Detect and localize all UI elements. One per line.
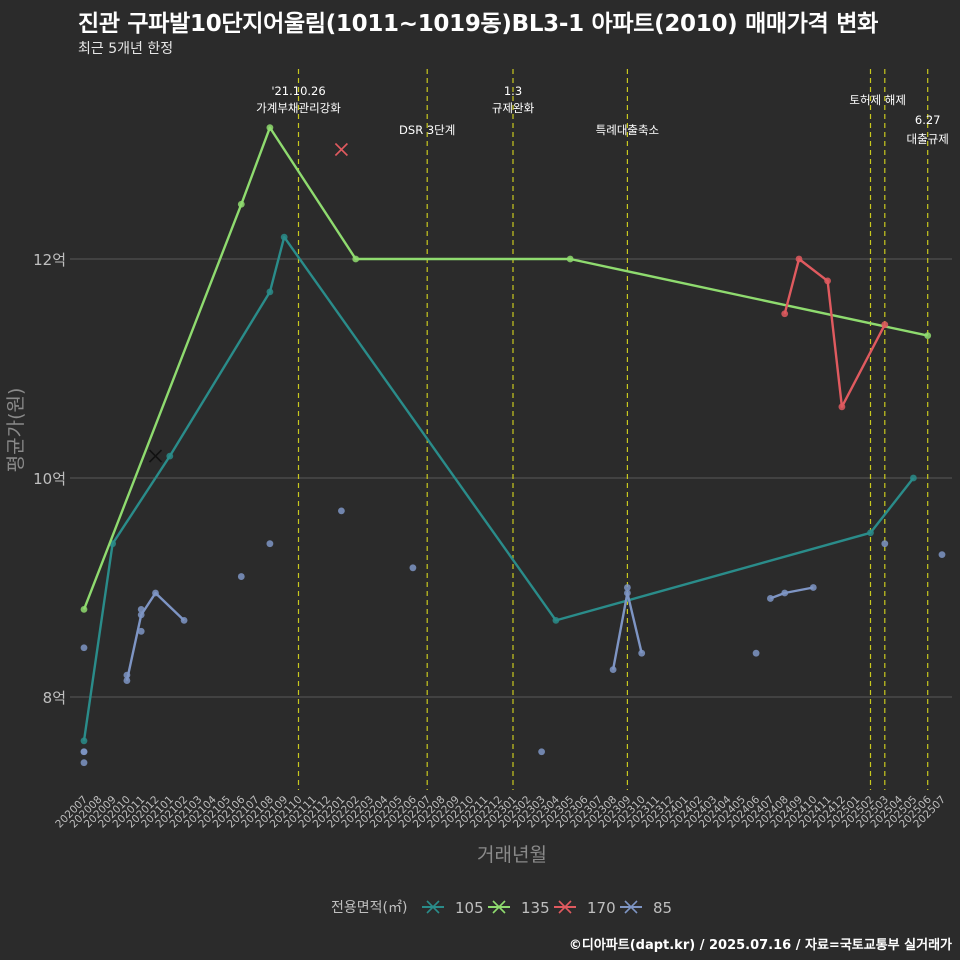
legend: 전용면적(㎡) 105 135 170 85: [331, 899, 672, 917]
data-point: [237, 573, 245, 580]
series-line-135: [82, 126, 928, 610]
data-point: [924, 332, 932, 340]
x-axis-title: 거래년월: [477, 844, 547, 866]
data-point: [938, 551, 946, 559]
data-point: [752, 649, 760, 657]
data-point: [409, 564, 417, 572]
chart-title: 진관 구파발10단지어울림(1011~1019동)BL3-1 아파트(2010)…: [78, 11, 878, 37]
policy-annotation: 가계부채관리강화: [256, 101, 341, 115]
data-point: [538, 748, 545, 756]
series: [80, 124, 946, 767]
data-point: [338, 507, 345, 515]
legend-swatch-cross: [558, 900, 572, 914]
legend-swatch-cross: [624, 900, 638, 914]
policy-annotation: 대출규제: [907, 132, 949, 146]
policy-annotation: 1.3: [504, 84, 522, 98]
axes: 8억10억12억20200720200820200920201020201120…: [5, 251, 948, 866]
legend-label-170: 170: [587, 899, 616, 917]
series-135: [80, 124, 932, 613]
legend-swatch-cross: [426, 900, 440, 914]
data-point: [80, 748, 88, 756]
policy-annotation: 규제완화: [492, 101, 535, 115]
series-line-85: [769, 586, 814, 600]
legend-label-135: 135: [521, 899, 550, 917]
series-line-105: [82, 235, 915, 741]
y-tick-label: 12억: [33, 251, 66, 269]
series-line-85: [125, 591, 185, 681]
gridlines: [70, 258, 952, 698]
data-point: [80, 644, 88, 652]
data-point: [266, 540, 274, 548]
policy-annotation: '21.10.26: [271, 84, 325, 98]
policy-annotation: 특례대출축소: [596, 123, 659, 137]
y-axis-title: 평균가(원): [5, 388, 27, 473]
y-tick-label: 8억: [43, 689, 66, 707]
chart-subtitle: 최근 5개년 한정: [78, 41, 174, 57]
policy-annotation: 토허제 해제: [849, 93, 906, 107]
legend-title: 전용면적(㎡): [331, 900, 407, 916]
data-point: [137, 627, 145, 635]
series-170: [334, 142, 889, 411]
legend-label-85: 85: [653, 899, 672, 917]
data-point: [624, 584, 631, 591]
data-point: [881, 540, 889, 548]
data-point: [609, 666, 617, 674]
y-tick-label: 10억: [33, 470, 66, 488]
cross-marker: [334, 142, 348, 157]
series-105: [80, 233, 917, 745]
cross-marker: [148, 449, 163, 463]
policy-annotation: 6.27: [915, 113, 941, 127]
series-line-85: [611, 591, 643, 670]
series-line-170: [783, 257, 886, 408]
legend-label-105: 105: [455, 899, 484, 917]
source-caption: ©디아파트(dapt.kr) / 2025.07.16 / 자료=국토교통부 실…: [568, 938, 952, 953]
legend-swatch-cross: [492, 900, 506, 914]
policy-annotation: DSR 3단계: [399, 123, 455, 137]
data-point: [80, 759, 88, 767]
